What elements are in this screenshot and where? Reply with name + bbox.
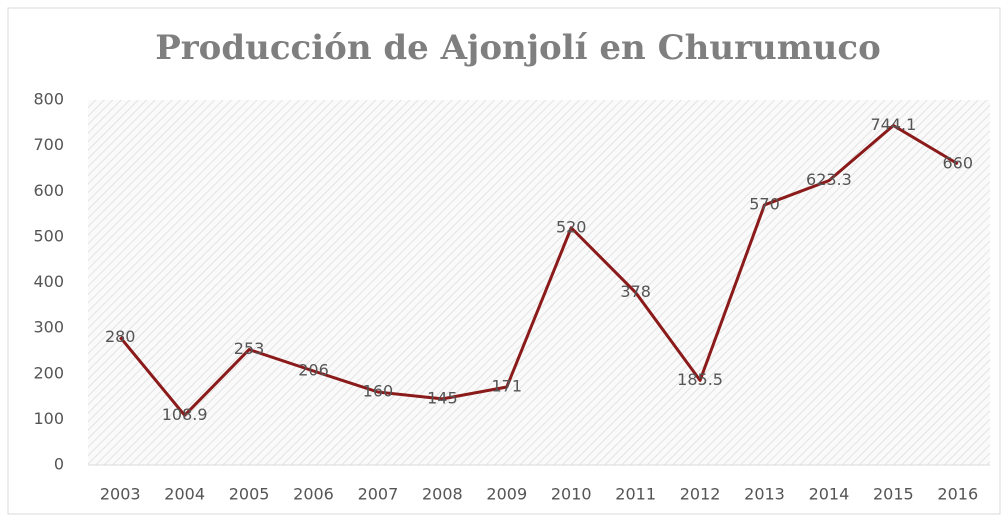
y-tick-label: 800 bbox=[33, 90, 64, 109]
chart-title: Producción de Ajonjolí en Churumuco bbox=[155, 28, 881, 68]
y-tick-label: 200 bbox=[33, 363, 64, 382]
data-label: 160 bbox=[363, 382, 394, 401]
data-label: 520 bbox=[556, 217, 587, 236]
x-tick-label: 2004 bbox=[164, 485, 205, 504]
data-label: 253 bbox=[234, 339, 265, 358]
data-label: 145 bbox=[427, 388, 458, 407]
data-label: 623.3 bbox=[806, 170, 852, 189]
data-label: 171 bbox=[492, 376, 523, 395]
y-tick-label: 100 bbox=[33, 409, 64, 428]
plot-area bbox=[88, 100, 990, 465]
data-label: 206 bbox=[298, 361, 329, 380]
x-tick-label: 2015 bbox=[873, 485, 914, 504]
x-tick-label: 2014 bbox=[809, 485, 850, 504]
y-tick-label: 700 bbox=[33, 135, 64, 154]
data-label: 280 bbox=[105, 327, 136, 346]
y-tick-label: 600 bbox=[33, 181, 64, 200]
x-tick-label: 2013 bbox=[744, 485, 785, 504]
x-tick-label: 2010 bbox=[551, 485, 592, 504]
y-tick-label: 500 bbox=[33, 226, 64, 245]
x-tick-label: 2009 bbox=[486, 485, 527, 504]
x-tick-label: 2012 bbox=[680, 485, 721, 504]
x-tick-label: 2005 bbox=[229, 485, 270, 504]
y-tick-label: 0 bbox=[54, 455, 64, 474]
data-label: 378 bbox=[620, 282, 651, 301]
data-label: 660 bbox=[943, 153, 974, 172]
data-line bbox=[119, 124, 959, 417]
x-tick-label: 2016 bbox=[937, 485, 978, 504]
y-tick-label: 300 bbox=[33, 318, 64, 337]
x-tick-label: 2007 bbox=[358, 485, 399, 504]
x-tick-label: 2011 bbox=[615, 485, 656, 504]
x-tick-label: 2003 bbox=[100, 485, 141, 504]
data-label: 185.5 bbox=[677, 370, 723, 389]
x-tick-label: 2008 bbox=[422, 485, 463, 504]
x-tick-label: 2006 bbox=[293, 485, 334, 504]
y-tick-label: 400 bbox=[33, 272, 64, 291]
data-label: 570 bbox=[749, 194, 780, 213]
data-label: 108.9 bbox=[162, 405, 208, 424]
data-label: 744.1 bbox=[870, 115, 916, 134]
